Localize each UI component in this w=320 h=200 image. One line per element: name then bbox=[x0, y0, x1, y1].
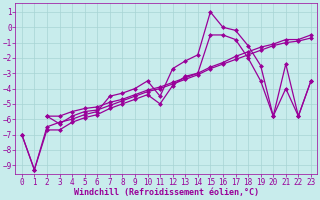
X-axis label: Windchill (Refroidissement éolien,°C): Windchill (Refroidissement éolien,°C) bbox=[74, 188, 259, 197]
